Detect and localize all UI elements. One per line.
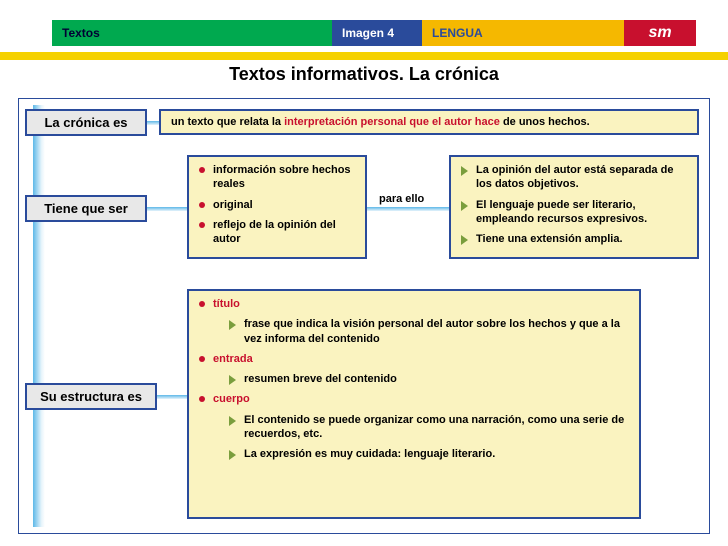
bullet-triangle-icon <box>461 235 468 245</box>
requirements-right-box: La opinión del autor está separada de lo… <box>449 155 699 259</box>
top-bar: Textos Imagen 4 LENGUA sm <box>52 20 728 46</box>
structure-head-text: entrada <box>213 352 253 366</box>
list-item: reflejo de la opinión del autor <box>199 218 355 247</box>
bullet-text: El lenguaje puede ser literario, emplean… <box>476 198 687 227</box>
bullet-triangle-icon <box>229 375 236 385</box>
vertical-connector <box>33 105 45 527</box>
bullet-dot-icon <box>199 301 205 307</box>
bullet-triangle-icon <box>229 416 236 426</box>
list-item: Tiene una extensión amplia. <box>461 232 687 246</box>
logo-sm: sm <box>624 20 696 46</box>
topbar-subject: LENGUA <box>422 20 624 46</box>
structure-list: título frase que indica la visión persona… <box>199 297 629 462</box>
topbar-section-title: Textos <box>52 20 332 46</box>
main-canvas: La crónica es un texto que relata la int… <box>18 98 710 534</box>
structure-head-text: título <box>213 297 240 311</box>
bullet-triangle-icon <box>229 320 236 330</box>
divider-strip <box>0 52 728 60</box>
page-title: Textos informativos. La crónica <box>0 64 728 85</box>
label-cronica-es: La crónica es <box>25 109 147 136</box>
structure-sub-text: resumen breve del contenido <box>244 372 397 386</box>
bullet-dot-icon <box>199 356 205 362</box>
bullet-triangle-icon <box>461 201 468 211</box>
list-item: original <box>199 198 355 212</box>
definition-box: un texto que relata la interpretación pe… <box>159 109 699 135</box>
def-highlight: interpretación personal que el autor hac… <box>284 116 503 128</box>
structure-sub: El contenido se puede organizar como una… <box>229 413 629 442</box>
list-item: El lenguaje puede ser literario, emplean… <box>461 198 687 227</box>
bullet-triangle-icon <box>229 450 236 460</box>
label-estructura: Su estructura es <box>25 383 157 410</box>
list-item: La opinión del autor está separada de lo… <box>461 163 687 192</box>
structure-sub-text: La expresión es muy cuidada: lenguaje li… <box>244 447 495 461</box>
bullet-dot-icon <box>199 222 205 228</box>
requirements-left-box: información sobre hechos reales original r… <box>187 155 367 259</box>
para-ello-label: para ello <box>379 193 424 205</box>
list-item: información sobre hechos reales <box>199 163 355 192</box>
bullet-text: La opinión del autor está separada de lo… <box>476 163 687 192</box>
structure-head: entrada <box>199 352 629 366</box>
structure-sub-text: El contenido se puede organizar como una… <box>244 413 629 442</box>
bullet-triangle-icon <box>461 166 468 176</box>
def-post: de unos hechos. <box>503 116 590 128</box>
bullet-text: Tiene una extensión amplia. <box>476 232 623 246</box>
structure-sub: La expresión es muy cuidada: lenguaje li… <box>229 447 629 461</box>
structure-sub-text: frase que indica la visión personal del … <box>244 317 629 346</box>
requirements-right-list: La opinión del autor está separada de lo… <box>461 163 687 246</box>
label-tiene-que-ser: Tiene que ser <box>25 195 147 222</box>
topbar-image-num: Imagen 4 <box>332 20 422 46</box>
bullet-dot-icon <box>199 396 205 402</box>
connector <box>367 207 449 211</box>
structure-sub: resumen breve del contenido <box>229 372 629 386</box>
structure-head: título <box>199 297 629 311</box>
bullet-text: original <box>213 198 253 212</box>
definition-text: un texto que relata la interpretación pe… <box>171 115 590 129</box>
structure-sub: frase que indica la visión personal del … <box>229 317 629 346</box>
bullet-dot-icon <box>199 202 205 208</box>
bullet-text: información sobre hechos reales <box>213 163 355 192</box>
structure-box: título frase que indica la visión persona… <box>187 289 641 519</box>
bullet-text: reflejo de la opinión del autor <box>213 218 355 247</box>
structure-head: cuerpo <box>199 392 629 406</box>
structure-head-text: cuerpo <box>213 392 250 406</box>
bullet-dot-icon <box>199 167 205 173</box>
def-pre: un texto que relata la <box>171 116 284 128</box>
requirements-left-list: información sobre hechos reales original r… <box>199 163 355 246</box>
